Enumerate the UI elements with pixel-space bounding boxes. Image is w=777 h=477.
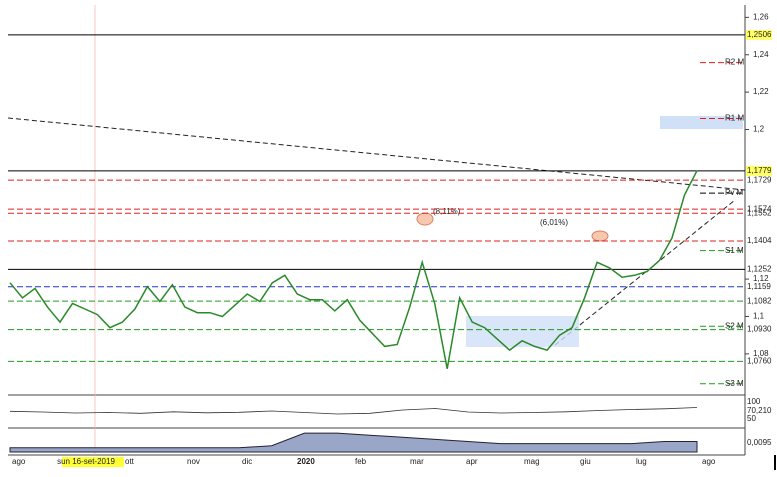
level-label: 1,1574 bbox=[747, 204, 772, 213]
x-tick-label: sun 16-set-2019 bbox=[57, 457, 115, 466]
level-label: 1,1252 bbox=[747, 264, 772, 273]
y-tick-label: 1,22 bbox=[753, 87, 769, 96]
level-label: 1,1159 bbox=[747, 282, 771, 291]
range-box bbox=[660, 116, 743, 129]
y-tick-label: 1,1 bbox=[753, 312, 765, 321]
x-tick-label: ott bbox=[125, 457, 135, 466]
rsi-line bbox=[9, 407, 698, 415]
highlight bbox=[416, 212, 434, 226]
x-tick-label: ago bbox=[12, 457, 26, 466]
rsi-label: 50 bbox=[747, 414, 756, 423]
x-tick-label: 2020 bbox=[297, 457, 315, 466]
volume-area bbox=[9, 432, 698, 453]
y-tick-label: 1,24 bbox=[753, 50, 769, 59]
x-tick-label: dic bbox=[242, 457, 252, 466]
level-label: 1,1779 bbox=[747, 166, 772, 175]
y-tick-label: 1,12 bbox=[753, 274, 769, 283]
trend-line bbox=[7, 117, 746, 191]
highlight bbox=[591, 230, 609, 242]
y-tick-label: 1,08 bbox=[753, 349, 769, 358]
x-tick-label: feb bbox=[355, 457, 367, 466]
level-label: R2 M bbox=[725, 58, 744, 67]
x-tick-label: mar bbox=[410, 457, 424, 466]
level-label: R1 M bbox=[725, 114, 744, 123]
annotation: (6,01%) bbox=[540, 218, 568, 227]
level-label: 1,0930 bbox=[747, 325, 772, 334]
x-tick-label: mag bbox=[524, 457, 540, 466]
x-tick-label: ago bbox=[702, 457, 716, 466]
y-tick-label: 1,2 bbox=[753, 125, 765, 134]
level-label: 1,1729 bbox=[747, 175, 772, 184]
level-label: Pv M bbox=[725, 188, 744, 197]
level-label: 1,2506 bbox=[747, 30, 772, 39]
x-tick-label: giu bbox=[580, 457, 591, 466]
volume-label: 0,0095 bbox=[747, 438, 772, 447]
rsi-label: 70,210 bbox=[747, 406, 772, 415]
cursor-date-bg bbox=[62, 457, 124, 467]
x-tick-label: lug bbox=[636, 457, 647, 466]
range-box bbox=[466, 316, 579, 347]
y-tick-label: 1,26 bbox=[753, 12, 769, 21]
level-label-bg bbox=[746, 29, 772, 40]
x-tick-label: nov bbox=[187, 457, 200, 466]
level-label: 1,1082 bbox=[747, 296, 772, 305]
level-label: S3 M bbox=[725, 379, 744, 388]
level-label: 1,0760 bbox=[747, 356, 772, 365]
rsi-label: 100 bbox=[747, 397, 761, 406]
level-label: S1 M bbox=[725, 246, 744, 255]
annotation: (8,11%) bbox=[433, 207, 461, 216]
level-label: 1,1404 bbox=[747, 236, 772, 245]
level-label: S2 M bbox=[725, 321, 744, 330]
x-tick-label: apr bbox=[466, 457, 478, 466]
level-label: 1,1552 bbox=[747, 208, 772, 217]
level-label-bg bbox=[746, 165, 772, 176]
price-line bbox=[9, 170, 698, 369]
